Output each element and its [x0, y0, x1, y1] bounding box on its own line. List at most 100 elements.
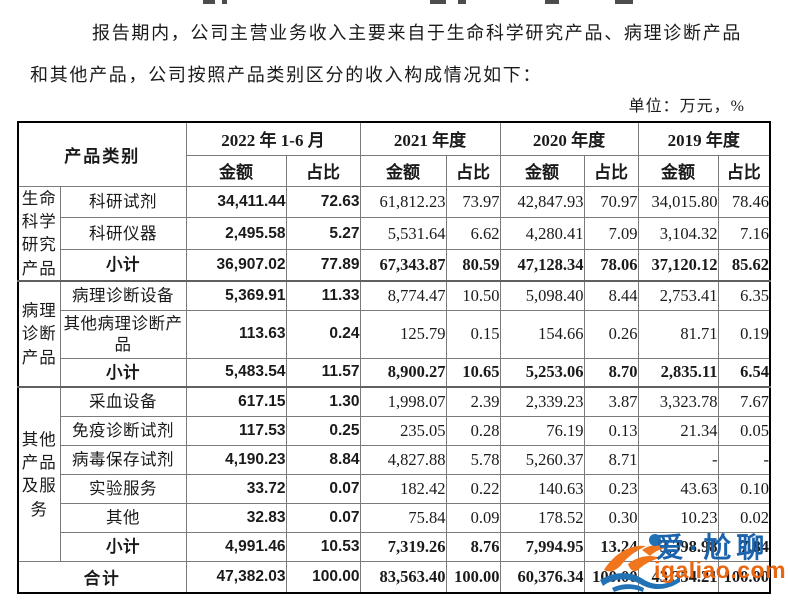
amount-cell: 140.63 [499, 473, 585, 504]
amount-cell: 117.53 [185, 415, 287, 446]
ratio-cell: 0.07 [285, 502, 361, 533]
ratio-cell: 78.06 [583, 248, 639, 282]
ratio-cell: 0.24 [285, 309, 361, 359]
amount-cell: 113.63 [185, 309, 287, 359]
header-row-metrics: 金额 占比 金额 占比 金额 占比 金额 占比 [18, 154, 771, 187]
amount-cell: 61,812.23 [359, 185, 447, 219]
table-row: 生命科学研究产品 科研试剂 34,411.44 72.63 61,812.23 … [17, 185, 771, 282]
amount-cell: - [637, 444, 719, 475]
amount-cell: 21.34 [637, 415, 719, 446]
ratio-cell: 0.15 [445, 309, 501, 359]
ratio-cell: 70.97 [583, 185, 639, 219]
ratio-cell: - [717, 444, 771, 475]
col-header-amount: 金额 [185, 154, 287, 187]
ratio-cell: 100.00 [583, 560, 639, 594]
crop-mark [222, 0, 227, 4]
ratio-cell: 0.09 [445, 502, 501, 533]
intro-line-2: 和其他产品，公司按照产品类别区分的收入构成情况如下： [30, 65, 543, 85]
subtotal-row: 小计 5,483.54 11.57 8,900.27 10.65 5,253.0… [18, 357, 771, 388]
ratio-cell: 0.19 [717, 309, 771, 359]
crop-mark [545, 0, 559, 4]
ratio-cell: 0.02 [717, 502, 771, 533]
amount-cell: 60,376.34 [499, 560, 585, 594]
amount-cell: 7,994.95 [499, 531, 585, 562]
col-header-ratio: 占比 [285, 154, 361, 187]
ratio-cell: 0.13 [583, 415, 639, 446]
amount-cell: 182.42 [359, 473, 447, 504]
amount-cell: 10.23 [637, 502, 719, 533]
amount-cell: 2,753.41 [637, 280, 719, 311]
ratio-cell: 8.76 [445, 531, 501, 562]
item-label: 病毒保存试剂 [59, 444, 187, 475]
ratio-cell: 0.05 [717, 415, 771, 446]
amount-cell: 8,900.27 [359, 357, 447, 388]
amount-cell: 2,835.11 [637, 357, 719, 388]
item-label: 病理诊断设备 [59, 280, 187, 311]
amount-cell: 81.71 [637, 309, 719, 359]
header-period-2022: 2022 年 1-6 月 [185, 121, 361, 156]
unit-label: 单位：万元，% [628, 98, 745, 115]
intro-line-1: 报告期内，公司主营业务收入主要来自于生命科学研究产品、病理诊断产品 [92, 23, 743, 43]
item-label: 实验服务 [59, 473, 187, 504]
ratio-cell: 100.00 [445, 560, 501, 594]
item-label: 小计 [59, 357, 187, 388]
amount-cell: 5,531.64 [359, 217, 447, 250]
ratio-cell: 11.57 [285, 357, 361, 388]
ratio-cell: 73.97 [445, 185, 501, 219]
intro-paragraph: 报告期内，公司主营业务收入主要来自于生命科学研究产品、病理诊断产品 和其他产品，… [30, 0, 758, 96]
col-header-ratio: 占比 [445, 154, 501, 187]
ratio-cell: 0.26 [583, 309, 639, 359]
ratio-cell: 6.62 [445, 217, 501, 250]
amount-cell: 1,998.07 [359, 386, 447, 417]
ratio-cell: 8.71 [583, 444, 639, 475]
ratio-cell: 85.62 [717, 248, 771, 282]
amount-cell: 4,991.46 [185, 531, 287, 562]
ratio-cell: 13.24 [583, 531, 639, 562]
amount-cell: 36,907.02 [185, 248, 287, 282]
ratio-cell: 11.33 [285, 280, 361, 311]
ratio-cell: 7.09 [583, 217, 639, 250]
amount-cell: 34,015.80 [637, 185, 719, 219]
subtotal-row: 小计 4,991.46 10.53 7,319.26 8.76 7,994.95… [18, 531, 771, 562]
group-cell-pathology: 病理诊断产品 [17, 280, 61, 388]
amount-cell: 3,323.78 [637, 386, 719, 417]
amount-cell: 42,847.93 [499, 185, 585, 219]
table-row: 病理诊断产品 病理诊断设备 5,369.91 11.33 8,774.47 10… [17, 280, 771, 388]
group-cell-other-products: 其他产品及服务 [17, 386, 61, 562]
ratio-cell: 78.46 [717, 185, 771, 219]
col-header-amount: 金额 [637, 154, 719, 187]
table-row: 其他病理诊断产品 113.63 0.24 125.79 0.15 154.66 … [18, 309, 771, 359]
item-label: 小计 [59, 248, 187, 282]
crop-mark [203, 0, 215, 4]
ratio-cell: 0.23 [583, 473, 639, 504]
amount-cell: 2,495.58 [185, 217, 287, 250]
amount-cell: 32.83 [185, 502, 287, 533]
col-header-ratio: 占比 [583, 154, 639, 187]
table-row: 科研仪器 2,495.58 5.27 5,531.64 6.62 4,280.4… [18, 217, 771, 250]
amount-cell: 47,128.34 [499, 248, 585, 282]
col-header-amount: 金额 [359, 154, 447, 187]
amount-cell: 5,483.54 [185, 357, 287, 388]
ratio-cell: 10.53 [285, 531, 361, 562]
ratio-cell: 2.39 [445, 386, 501, 417]
ratio-cell: 10.50 [445, 280, 501, 311]
amount-cell: 3,398.98 [637, 531, 719, 562]
ratio-cell: 100.00 [285, 560, 361, 594]
grand-total-row: 合计 47,382.03 100.00 83,563.40 100.00 60,… [17, 560, 771, 594]
ratio-cell: 0.10 [717, 473, 771, 504]
amount-cell: 5,253.06 [499, 357, 585, 388]
ratio-cell: 72.63 [285, 185, 361, 219]
group-cell-life-science: 生命科学研究产品 [17, 185, 61, 282]
header-period-2021: 2021 年度 [359, 121, 501, 156]
revenue-by-product-table: 产品类别 2022 年 1-6 月 2021 年度 2020 年度 2019 年… [17, 121, 772, 595]
amount-cell: 75.84 [359, 502, 447, 533]
ratio-cell: 0.07 [285, 473, 361, 504]
table-row: 其他 32.83 0.07 75.84 0.09 178.52 0.30 10.… [18, 502, 771, 533]
ratio-cell: 8.44 [583, 280, 639, 311]
item-label: 其他病理诊断产品 [59, 309, 187, 359]
ratio-cell: 6.54 [717, 357, 771, 388]
ratio-cell: 7.16 [717, 217, 771, 250]
item-label: 免疫诊断试剂 [59, 415, 187, 446]
header-period-2020: 2020 年度 [499, 121, 639, 156]
item-label: 小计 [59, 531, 187, 562]
